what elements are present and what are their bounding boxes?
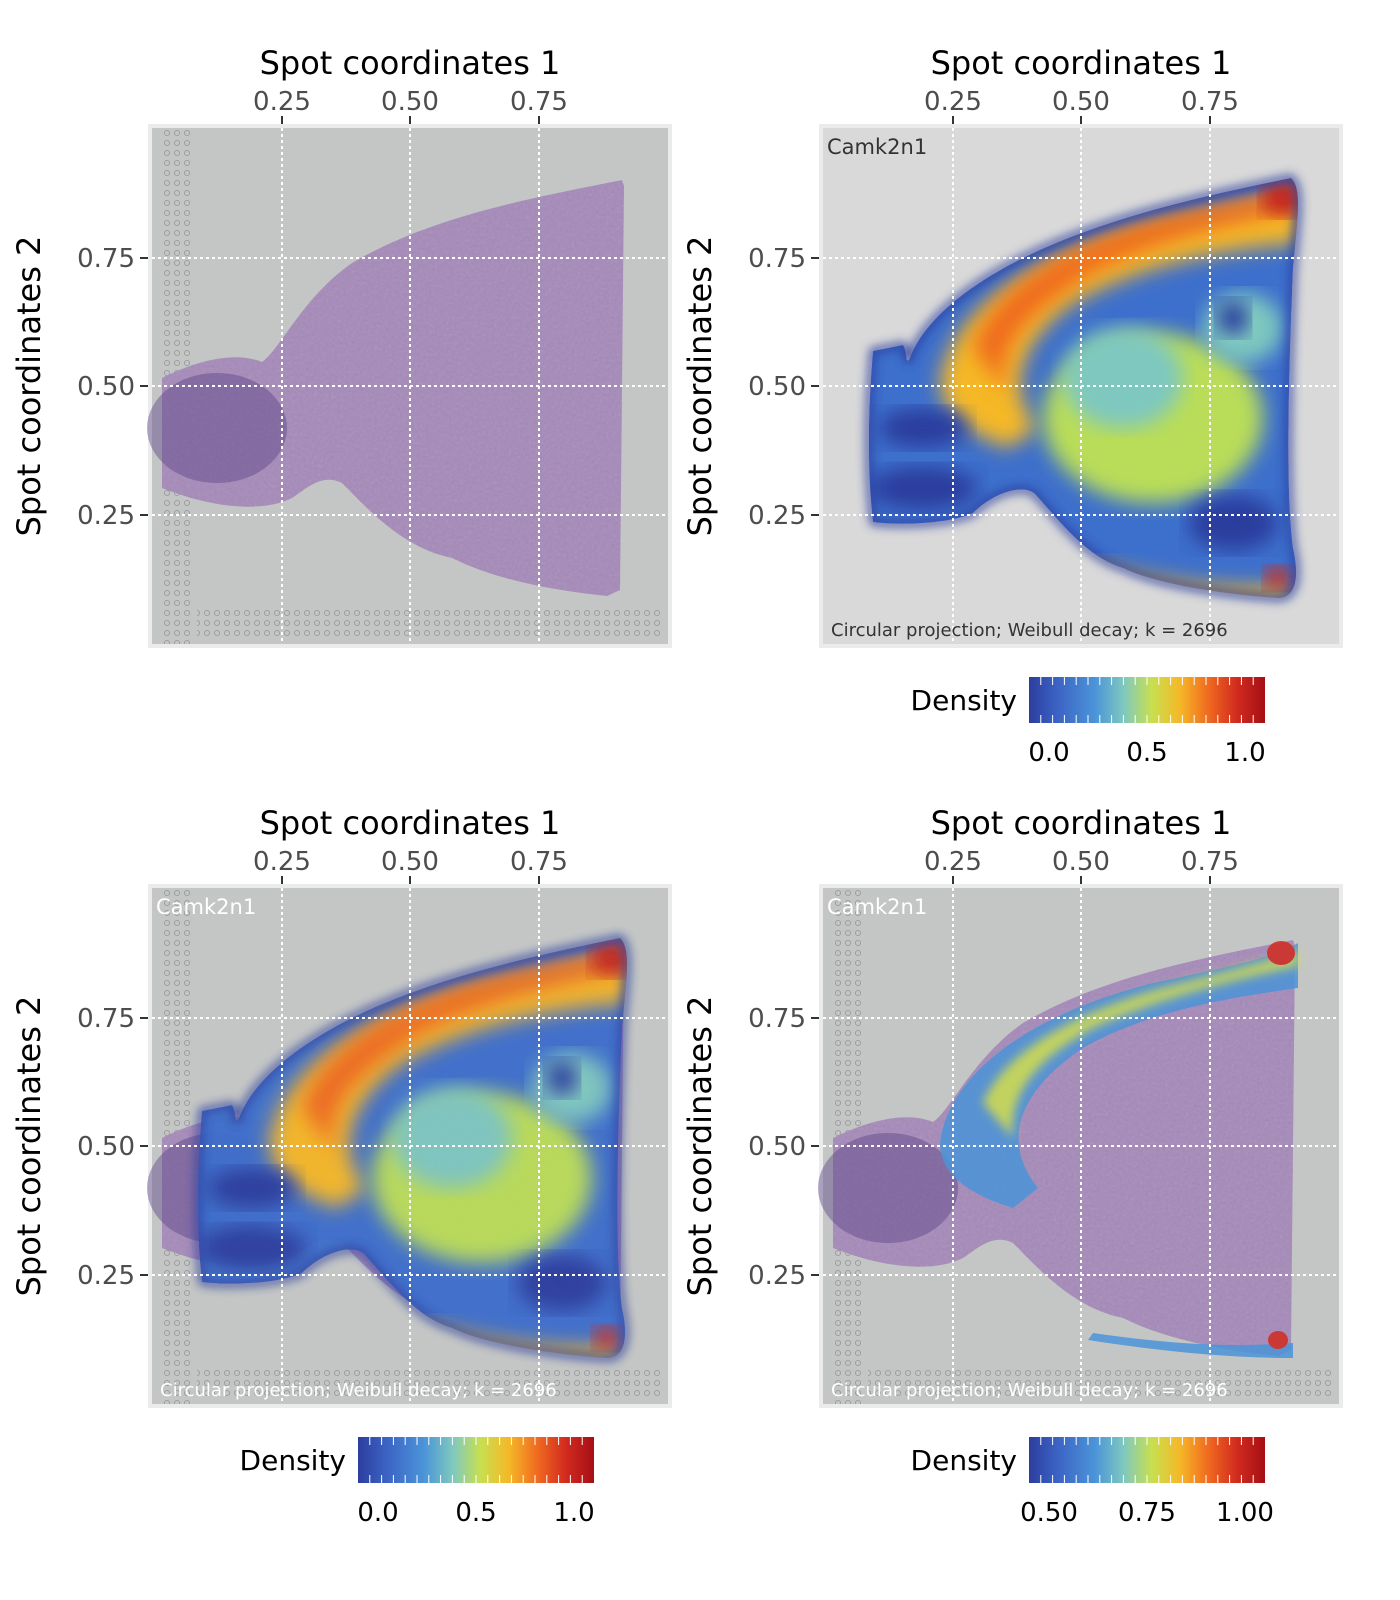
olfactory-region (818, 1133, 958, 1243)
x-tick-label: 0.25 (924, 87, 982, 117)
density-blob (1063, 328, 1183, 428)
legend-tick-label: 1.0 (1224, 738, 1265, 768)
density-blob (868, 466, 978, 510)
legend-tick-label: 1.00 (1216, 1498, 1274, 1528)
fiducial-dots-bottom (197, 606, 663, 636)
gene-label: Camk2n1 (827, 135, 927, 159)
gene-label: Camk2n1 (156, 895, 256, 919)
density-blob (269, 948, 627, 1208)
method-caption: Circular projection; Weibull decay; k = … (831, 620, 1228, 641)
y-tick-label: 0.50 (77, 1132, 135, 1162)
x-tick-label: 0.25 (253, 847, 311, 877)
legend-tick-label: 1.0 (553, 1498, 594, 1528)
density-blob (197, 1226, 307, 1270)
x-tick-label: 0.50 (1052, 87, 1110, 117)
method-caption: Circular projection; Weibull decay; k = … (831, 1380, 1228, 1401)
y-tick-label: 0.75 (77, 244, 135, 274)
density-overlay (865, 174, 1301, 602)
density-blob (940, 188, 1298, 448)
density-field (868, 178, 1298, 598)
x-tick-label: 0.75 (510, 87, 568, 117)
x-tick-label: 0.25 (253, 87, 311, 117)
y-axis-title: Spot coordinates 2 (681, 236, 719, 537)
y-tick-label: 0.75 (748, 244, 806, 274)
density-blob (207, 1168, 297, 1208)
method-caption: Circular projection; Weibull decay; k = … (160, 1380, 557, 1401)
plot-area (147, 888, 668, 1404)
x-tick-label: 0.50 (1052, 847, 1110, 877)
x-tick-label: 0.25 (924, 847, 982, 877)
density-blob (392, 1088, 512, 1188)
density-blob (546, 1060, 578, 1096)
olfactory-region (147, 373, 287, 483)
panel-top-right: Spot coordinates 1 0.25 0.50 0.75 0.75 0.50 0.… (681, 44, 1343, 768)
threshold-band-core (983, 950, 1298, 1138)
gene-label: Camk2n1 (827, 895, 927, 919)
x-axis-title: Spot coordinates 1 (260, 804, 561, 842)
legend-tick-label: 0.5 (1126, 738, 1167, 768)
legend: Density 0.0 0.5 1.0 (911, 677, 1266, 768)
y-axis-title: Spot coordinates 2 (10, 236, 48, 537)
fiducial-dots-bottom (197, 1366, 663, 1396)
x-tick-label: 0.75 (1181, 87, 1239, 117)
threshold-peak-bottom (1268, 1331, 1288, 1349)
y-tick-label: 0.75 (748, 1004, 806, 1034)
y-tick-label: 0.25 (77, 501, 135, 531)
legend-tick-label: 0.50 (1020, 1498, 1078, 1528)
threshold-peak-top (1267, 941, 1295, 965)
density-blob (593, 1326, 621, 1350)
x-axis-title: Spot coordinates 1 (931, 804, 1232, 842)
density-blob (517, 1255, 607, 1311)
tissue-texture (162, 180, 624, 596)
legend-title: Density (911, 1444, 1017, 1477)
x-tick-label: 0.75 (1181, 847, 1239, 877)
density-blob (1217, 300, 1249, 336)
x-tick-label: 0.50 (381, 847, 439, 877)
legend-title: Density (911, 684, 1017, 717)
legend-tick-label: 0.0 (357, 1498, 398, 1528)
density-blob (1188, 495, 1278, 551)
panel-bottom-left: Spot coordinates 1 0.25 0.50 0.75 0.75 0.50 0.… (10, 804, 672, 1528)
legend: Density 0.0 0.5 1.0 (240, 1437, 595, 1528)
legend-tick-label: 0.75 (1118, 1498, 1176, 1528)
y-tick-label: 0.50 (748, 1132, 806, 1162)
legend-title: Density (240, 1444, 346, 1477)
y-tick-label: 0.75 (77, 1004, 135, 1034)
y-tick-label: 0.25 (77, 1261, 135, 1291)
x-tick-label: 0.50 (381, 87, 439, 117)
panel-top-left: Spot coordinates 1 0.25 0.50 0.75 0.75 0.50 0.… (10, 44, 672, 648)
x-tick-label: 0.75 (510, 847, 568, 877)
density-threshold-overlay (940, 941, 1298, 1358)
y-tick-label: 0.50 (77, 372, 135, 402)
x-axis-title: Spot coordinates 1 (260, 44, 561, 82)
y-tick-label: 0.25 (748, 1261, 806, 1291)
y-tick-label: 0.25 (748, 501, 806, 531)
density-blob (1264, 566, 1292, 590)
panel-bottom-right: Spot coordinates 1 0.25 0.50 0.75 0.75 0.50 0.… (681, 804, 1343, 1528)
y-tick-label: 0.50 (748, 372, 806, 402)
density-blob (878, 408, 968, 448)
legend-tick-label: 0.0 (1028, 738, 1069, 768)
y-axis-title: Spot coordinates 2 (10, 996, 48, 1297)
fiducial-dots-bottom (868, 1366, 1334, 1396)
x-axis-title: Spot coordinates 1 (931, 44, 1232, 82)
y-axis-title: Spot coordinates 2 (681, 996, 719, 1297)
tissue-texture (833, 940, 1295, 1356)
threshold-band-lower (1088, 1333, 1293, 1358)
legend-tick-label: 0.5 (455, 1498, 496, 1528)
